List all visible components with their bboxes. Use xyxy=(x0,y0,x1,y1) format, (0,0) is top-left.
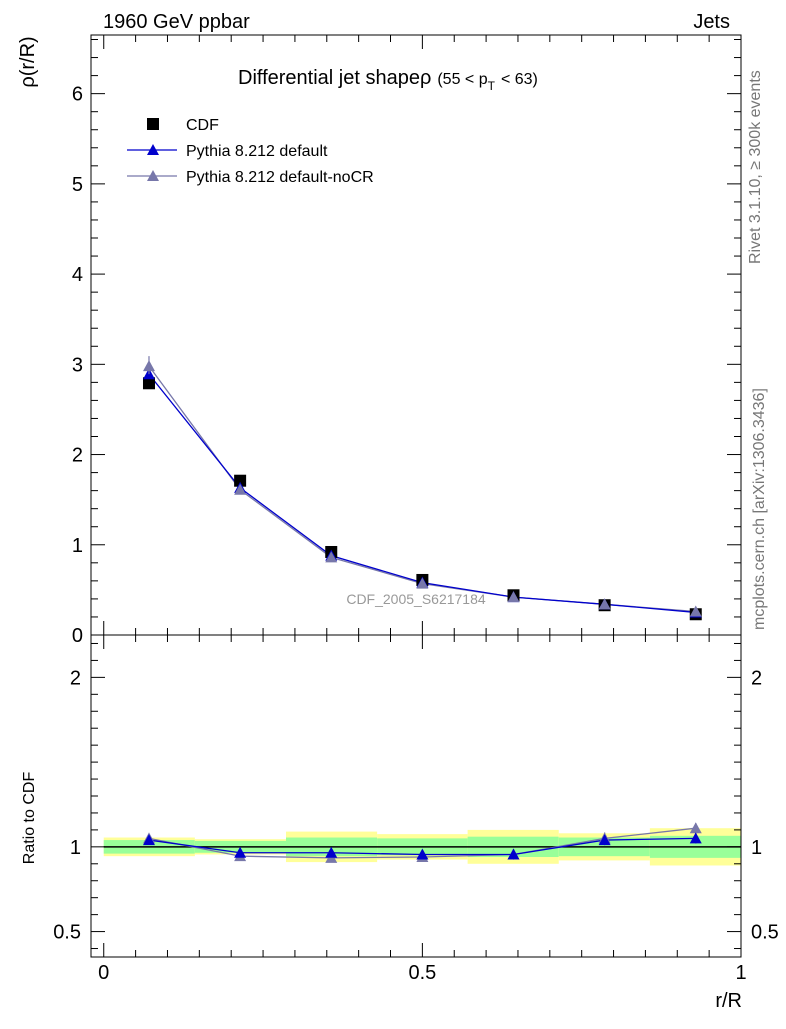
pythia-nocr-point xyxy=(325,551,338,563)
pythia-nocr-point xyxy=(598,598,611,610)
ratio-y-axis-label: Ratio to CDF xyxy=(21,772,38,865)
pythia-nocr-point xyxy=(142,360,155,372)
xtick-label: 1 xyxy=(735,962,746,984)
lower-ytick-label: 0.5 xyxy=(53,922,81,944)
ratio-point-pythia-default xyxy=(325,846,338,858)
pythia-nocr-point xyxy=(416,577,429,589)
xtick-label: 0 xyxy=(98,962,109,984)
plot-title-cut-close: < 63) xyxy=(501,71,538,88)
upper-ytick-label: 5 xyxy=(72,174,83,196)
ratio-point-pythia-default xyxy=(507,848,520,860)
legend-marker-pythia-default xyxy=(147,144,159,155)
rivet-version-label: Rivet 3.1.10, ≥ 300k events xyxy=(747,70,764,264)
upper-ytick-label: 1 xyxy=(72,535,83,557)
upper-ytick-label: 6 xyxy=(72,84,83,106)
legend-marker-cdf xyxy=(147,118,159,130)
plot-title-cut-open: (55 < p xyxy=(437,71,487,88)
upper-ytick-label: 3 xyxy=(72,354,83,376)
lower-panel: 0.5 0.51 12 20 0.5 1 xyxy=(53,634,779,984)
header-right-title: Jets xyxy=(693,11,730,33)
upper-panel: 0 1 2 3 4 5 6 xyxy=(72,34,742,647)
pythia-nocr-point xyxy=(689,605,702,617)
legend-label-pythia-default: Pythia 8.212 default xyxy=(186,143,328,160)
lower-ytick-label-right: 2 xyxy=(751,667,762,689)
lower-ytick-label-right: 1 xyxy=(751,837,762,859)
lower-frame xyxy=(90,634,742,958)
mcplots-source-label: mcplots.cern.ch [arXiv:1306.3436] xyxy=(751,388,768,630)
pythia-nocr-point xyxy=(234,483,247,495)
upper-ytick-label: 2 xyxy=(72,445,83,467)
legend-label-pythia-nocr: Pythia 8.212 default-noCR xyxy=(186,169,374,186)
legend-marker-pythia-nocr xyxy=(147,170,159,181)
upper-ytick-label: 4 xyxy=(72,264,83,286)
cdf-data-point xyxy=(142,377,155,390)
analysis-watermark: CDF_2005_S6217184 xyxy=(346,591,486,607)
ratio-point-pythia-default xyxy=(234,846,247,858)
lower-ytick-label-right: 0.5 xyxy=(751,922,779,944)
cdf-data-point xyxy=(234,474,247,487)
pythia-nocr-point xyxy=(507,591,520,603)
legend-label-cdf: CDF xyxy=(186,117,219,134)
ratio-point-pythia-default xyxy=(142,834,155,846)
header-left-title: 1960 GeV ppbar xyxy=(103,11,250,33)
lower-ytick-label: 1 xyxy=(70,837,81,859)
ratio-point-pythia-default xyxy=(416,848,429,860)
x-axis-label: r/R xyxy=(715,990,742,1012)
ratio-point-pythia-nocr xyxy=(689,822,702,834)
legend: CDF Pythia 8.212 default Pythia 8.212 de… xyxy=(127,117,374,186)
plot-title-main: Differential jet shapeρ xyxy=(238,67,431,89)
upper-y-axis-label: ρ(r/R) xyxy=(17,36,39,87)
lower-ytick-label: 2 xyxy=(70,667,81,689)
upper-ytick-label: 0 xyxy=(72,625,83,647)
plot-title-cut-sub: T xyxy=(488,79,496,93)
ratio-point-pythia-default xyxy=(689,832,702,844)
ratio-point-pythia-default xyxy=(598,834,611,846)
xtick-label: 0.5 xyxy=(408,962,436,984)
plot-title: Differential jet shapeρ (55 < pT < 63) xyxy=(238,67,538,93)
